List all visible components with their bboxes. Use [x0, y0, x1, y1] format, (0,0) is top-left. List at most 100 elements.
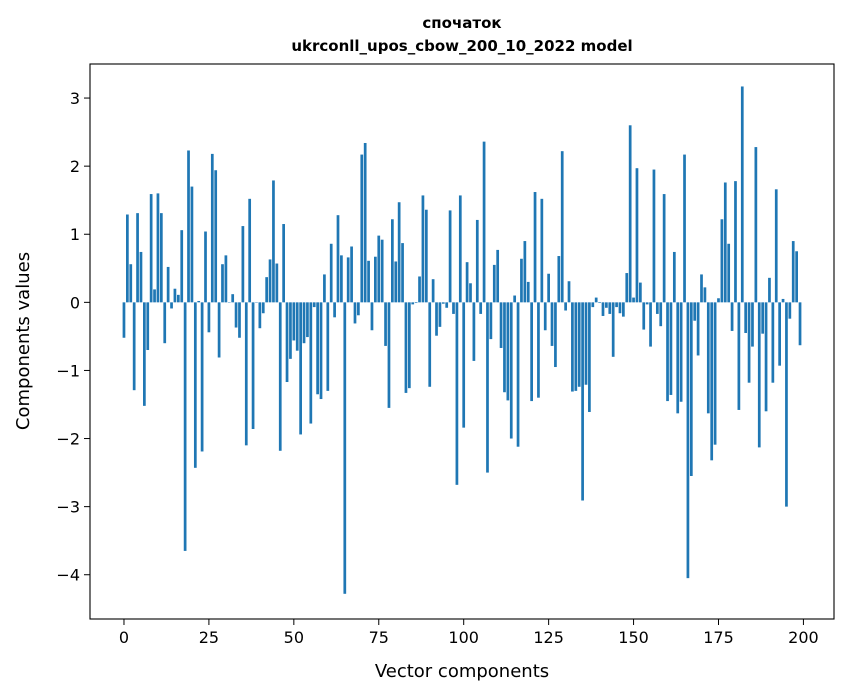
bar-137 — [588, 302, 591, 412]
bar-65 — [343, 302, 347, 594]
bar-72 — [367, 260, 370, 303]
bar-95 — [445, 302, 449, 308]
bar-115 — [513, 295, 517, 303]
bar-18 — [183, 302, 187, 551]
x-axis-ticks: 0 25 50 75 100 125 150 175 200 — [119, 619, 819, 647]
bar-46 — [278, 302, 282, 451]
bar-16 — [176, 294, 180, 303]
bar-141 — [601, 302, 605, 316]
bar-187 — [757, 302, 761, 448]
bar-32 — [231, 294, 235, 303]
bar-100 — [462, 302, 466, 428]
bar-192 — [774, 189, 778, 303]
bar-56 — [312, 302, 316, 308]
bar-88 — [421, 195, 425, 303]
bar-90 — [428, 302, 432, 387]
bar-172 — [706, 302, 710, 414]
bar-89 — [424, 209, 428, 303]
bar-57 — [316, 302, 319, 395]
bar-194 — [781, 298, 785, 303]
bar-121 — [533, 192, 537, 303]
bar-124 — [543, 302, 547, 331]
bar-97 — [452, 302, 455, 314]
bar-164 — [679, 302, 683, 402]
bar-101 — [465, 262, 469, 303]
bar-189 — [764, 302, 768, 412]
bar-108 — [489, 302, 493, 340]
bar-125 — [547, 273, 550, 303]
bar-53 — [302, 302, 306, 344]
bar-8 — [149, 194, 153, 303]
x-tick-label: 0 — [119, 628, 129, 647]
bar-10 — [156, 193, 160, 303]
bar-157 — [655, 302, 659, 314]
bar-2 — [129, 264, 133, 303]
x-tick-label: 150 — [618, 628, 649, 647]
bar-129 — [560, 151, 564, 303]
bar-199 — [798, 302, 802, 346]
bar-151 — [635, 168, 639, 303]
y-tick-label: 3 — [70, 89, 80, 108]
bar-47 — [282, 224, 285, 303]
bar-73 — [370, 302, 374, 331]
bar-41 — [261, 302, 265, 314]
bar-77 — [384, 302, 387, 346]
bar-67 — [350, 246, 353, 303]
bar-33 — [234, 302, 238, 328]
bar-181 — [737, 302, 741, 410]
bar-36 — [244, 302, 248, 446]
bar-155 — [649, 302, 652, 347]
bar-83 — [404, 302, 408, 393]
bar-20 — [190, 186, 194, 303]
bar-152 — [639, 282, 642, 303]
bar-series — [122, 86, 802, 594]
bar-184 — [747, 302, 751, 383]
bar-146 — [618, 302, 622, 314]
bar-91 — [431, 279, 435, 303]
bar-9 — [153, 289, 156, 303]
bar-24 — [204, 231, 207, 303]
bar-62 — [333, 302, 336, 318]
bar-134 — [577, 302, 581, 387]
bar-131 — [567, 281, 571, 303]
bar-119 — [526, 281, 530, 303]
bar-174 — [713, 302, 717, 445]
bar-79 — [391, 219, 394, 303]
chart-title-line-2: ukrconll_upos_cbow_200_10_2022 model — [291, 37, 632, 55]
bar-34 — [238, 302, 241, 338]
x-tick-label: 125 — [533, 628, 564, 647]
bar-84 — [407, 302, 411, 389]
bar-19 — [187, 150, 190, 303]
bar-133 — [574, 302, 578, 391]
y-tick-label: −3 — [56, 498, 80, 517]
bar-48 — [285, 302, 289, 383]
bar-175 — [717, 298, 720, 303]
bar-60 — [326, 302, 330, 391]
bar-140 — [598, 302, 601, 304]
bar-12 — [163, 302, 167, 344]
bar-118 — [523, 241, 527, 303]
bar-59 — [323, 274, 326, 303]
bar-162 — [672, 251, 676, 303]
bar-28 — [217, 302, 221, 358]
bar-21 — [193, 302, 197, 468]
bar-13 — [166, 266, 170, 303]
bar-6 — [143, 302, 146, 406]
bar-106 — [482, 141, 486, 303]
y-axis-ticks: −4 −3 −2 −1 0 1 2 3 — [56, 89, 90, 585]
bar-149 — [628, 125, 632, 303]
bar-177 — [723, 182, 727, 303]
bar-92 — [435, 302, 438, 336]
bar-0 — [122, 302, 126, 338]
bar-5 — [139, 251, 143, 303]
bar-35 — [241, 226, 245, 303]
bar-70 — [360, 154, 364, 303]
bar-182 — [740, 86, 744, 303]
bar-30 — [224, 255, 228, 303]
bar-169 — [696, 302, 700, 356]
bar-37 — [248, 198, 252, 303]
bar-7 — [146, 302, 150, 351]
bar-159 — [662, 194, 666, 303]
plot-frame — [89, 63, 835, 620]
bar-82 — [401, 243, 404, 303]
